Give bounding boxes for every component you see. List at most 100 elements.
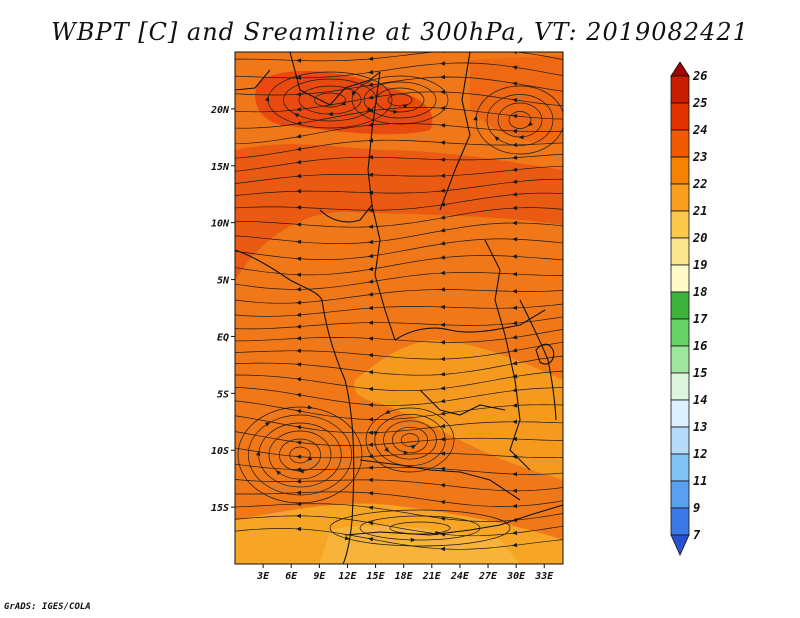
colorbar-swatch: [670, 75, 690, 104]
flow-arrow: [368, 224, 374, 229]
colorbar-label: 16: [693, 339, 707, 353]
colorbar-label: 13: [693, 420, 707, 434]
lon-label: 12E: [338, 571, 357, 582]
gyre-streamline: [351, 75, 449, 125]
flow-arrow: [440, 89, 446, 95]
lon-label: 27E: [478, 571, 498, 582]
flow-arrow: [368, 122, 374, 128]
colorbar-swatch: [670, 183, 690, 212]
gyre-streamline: [383, 420, 437, 460]
flow-arrow: [384, 447, 390, 453]
flow-arrow: [512, 305, 518, 311]
streamline: [235, 491, 563, 507]
flow-arrow: [410, 537, 416, 543]
flow-arrow: [440, 516, 446, 521]
flow-arrow: [296, 409, 302, 414]
flow-arrow: [293, 113, 300, 118]
flow-arrow: [494, 136, 500, 142]
longitude-axis: 3E 6E 9E 12E 15E 18E 21E 24E 27E 30E 33E: [256, 564, 554, 582]
streamline: [235, 178, 563, 196]
streamline: [235, 289, 563, 304]
flow-arrow: [296, 513, 302, 519]
streamline: [235, 528, 563, 550]
flow-arrow: [512, 81, 518, 86]
flow-arrow: [440, 398, 446, 404]
gyre-streamline: [365, 407, 455, 473]
flow-arrow: [256, 450, 261, 456]
country-borders: [235, 52, 563, 564]
flow-arrow: [527, 121, 533, 127]
flow-arrow: [368, 82, 374, 87]
flow-arrow: [368, 370, 374, 375]
flow-arrow: [368, 491, 374, 496]
flow-arrow: [512, 271, 518, 277]
flow-arrow: [440, 106, 446, 111]
colorbar-swatch: [670, 480, 690, 509]
plot-frame: [234, 51, 564, 565]
colorbar-label: 22: [692, 177, 707, 191]
colorbar-swatch: [670, 291, 690, 320]
lat-label: 5S: [217, 389, 229, 400]
coolest-band-south: [320, 525, 520, 564]
flow-arrow: [368, 477, 374, 483]
flow-arrow: [440, 411, 446, 416]
lat-label: 10S: [211, 446, 229, 457]
flow-arrow: [296, 324, 302, 329]
colorbar-swatch: [670, 102, 690, 131]
flow-arrow: [512, 348, 518, 353]
flow-arrow: [368, 442, 374, 447]
flow-arrow: [512, 530, 518, 535]
colorbar-label: 15: [693, 366, 707, 380]
flow-arrow: [296, 501, 302, 507]
flow-arrow: [512, 205, 518, 211]
flow-arrow: [298, 469, 304, 474]
flow-arrow: [296, 256, 302, 262]
flow-arrow: [403, 450, 409, 455]
flow-arrow: [368, 430, 374, 435]
flow-arrow: [512, 488, 517, 493]
flow-arrow: [512, 142, 518, 148]
flow-arrow: [368, 386, 374, 392]
flow-arrow: [440, 215, 446, 220]
gyre-streamline: [289, 446, 311, 464]
gyre-streamline: [387, 93, 413, 107]
flow-arrow: [368, 320, 374, 325]
flow-arrow: [512, 334, 518, 340]
flow-arrow: [351, 91, 356, 97]
streamline: [235, 515, 563, 537]
colorbar-label: 20: [692, 231, 707, 245]
flow-arrow: [296, 392, 302, 398]
flow-arrow: [344, 535, 351, 541]
flow-arrow: [368, 69, 374, 75]
flow-arrow: [368, 239, 374, 245]
colorbar-label: 21: [692, 204, 707, 218]
flow-arrow: [512, 52, 518, 55]
flow-arrow: [440, 304, 446, 310]
flow-arrow: [296, 173, 302, 179]
flow-arrow: [440, 372, 446, 377]
colorbar-swatch: [670, 318, 690, 347]
lon-label: 21E: [422, 571, 442, 582]
streamline: [235, 238, 563, 260]
flow-arrow: [440, 546, 446, 552]
flow-arrow: [368, 417, 374, 422]
flow-arrow: [296, 425, 302, 430]
streamline: [235, 400, 563, 420]
flow-arrow: [296, 377, 302, 382]
colorbar-swatch: [670, 453, 690, 482]
colorbar-swatch: [670, 237, 690, 266]
flow-arrow: [440, 340, 446, 345]
streamline: [235, 386, 563, 406]
streamline: [235, 255, 563, 276]
gyre-streamline: [268, 430, 332, 480]
flow-arrow: [512, 419, 517, 424]
flow-arrow: [296, 272, 302, 277]
flow-arrow: [440, 61, 446, 66]
lat-label: EQ: [217, 332, 229, 343]
flow-arrow: [368, 537, 374, 542]
flow-arrow: [275, 470, 282, 476]
flow-arrow: [296, 312, 302, 317]
colorbar-label: 19: [693, 258, 707, 272]
colorbar-swatch: [670, 507, 690, 536]
